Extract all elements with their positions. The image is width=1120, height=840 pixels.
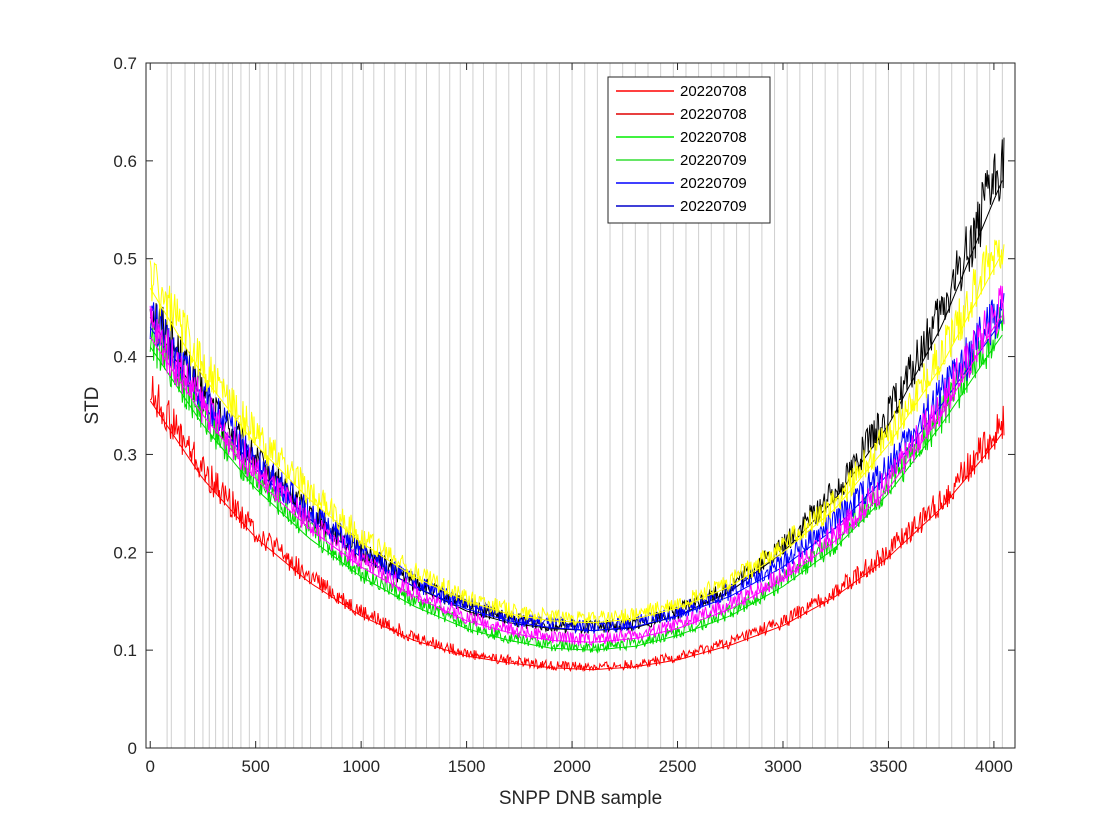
plot-frame <box>145 62 1016 749</box>
x-tick-label: 2000 <box>553 757 591 776</box>
series-group <box>149 137 1005 673</box>
x-tick-label: 2500 <box>659 757 697 776</box>
legend-label: 20220709 <box>680 175 747 192</box>
y-tick-label: 0.6 <box>113 152 137 171</box>
legend-label: 20220709 <box>680 152 747 169</box>
legend-label: 20220709 <box>680 198 747 215</box>
x-tick-label: 1500 <box>448 757 486 776</box>
y-axis: 0 0.1 0.2 0.3 0.4 0.5 0.6 0.7 <box>113 54 1015 758</box>
y-tick-label: 0.1 <box>113 641 137 660</box>
y-tick-label: 0 <box>128 739 137 758</box>
series-fit-line <box>149 252 1003 624</box>
x-tick-label: 3000 <box>764 757 802 776</box>
y-tick-label: 0.5 <box>113 250 137 269</box>
plot-area <box>146 63 1015 748</box>
series-noisy-line <box>149 239 1005 628</box>
legend-label: 20220708 <box>680 129 747 146</box>
y-tick-label: 0.4 <box>113 348 137 367</box>
y-tick-label: 0.7 <box>113 54 137 73</box>
legend: 20220708 20220708 20220708 20220709 20220709… <box>607 76 771 224</box>
series-noisy-line <box>150 375 1005 673</box>
series-noisy-line <box>149 285 1005 647</box>
legend-label: 20220708 <box>680 83 747 100</box>
x-tick-label: 3500 <box>870 757 908 776</box>
x-tick-label: 4000 <box>975 757 1013 776</box>
x-axis: 0 500 1000 1500 2000 2500 3000 3500 4000 <box>145 63 1013 776</box>
y-tick-label: 0.2 <box>113 543 137 562</box>
x-tick-label: 1000 <box>342 757 380 776</box>
x-axis-label: SNPP DNB sample <box>499 788 662 809</box>
y-axis-label: STD <box>82 387 103 425</box>
legend-box <box>607 76 771 224</box>
x-tick-label: 500 <box>241 757 269 776</box>
y-tick-label: 0.3 <box>113 445 137 464</box>
legend-label: 20220708 <box>680 106 747 123</box>
x-tick-label: 0 <box>145 757 154 776</box>
